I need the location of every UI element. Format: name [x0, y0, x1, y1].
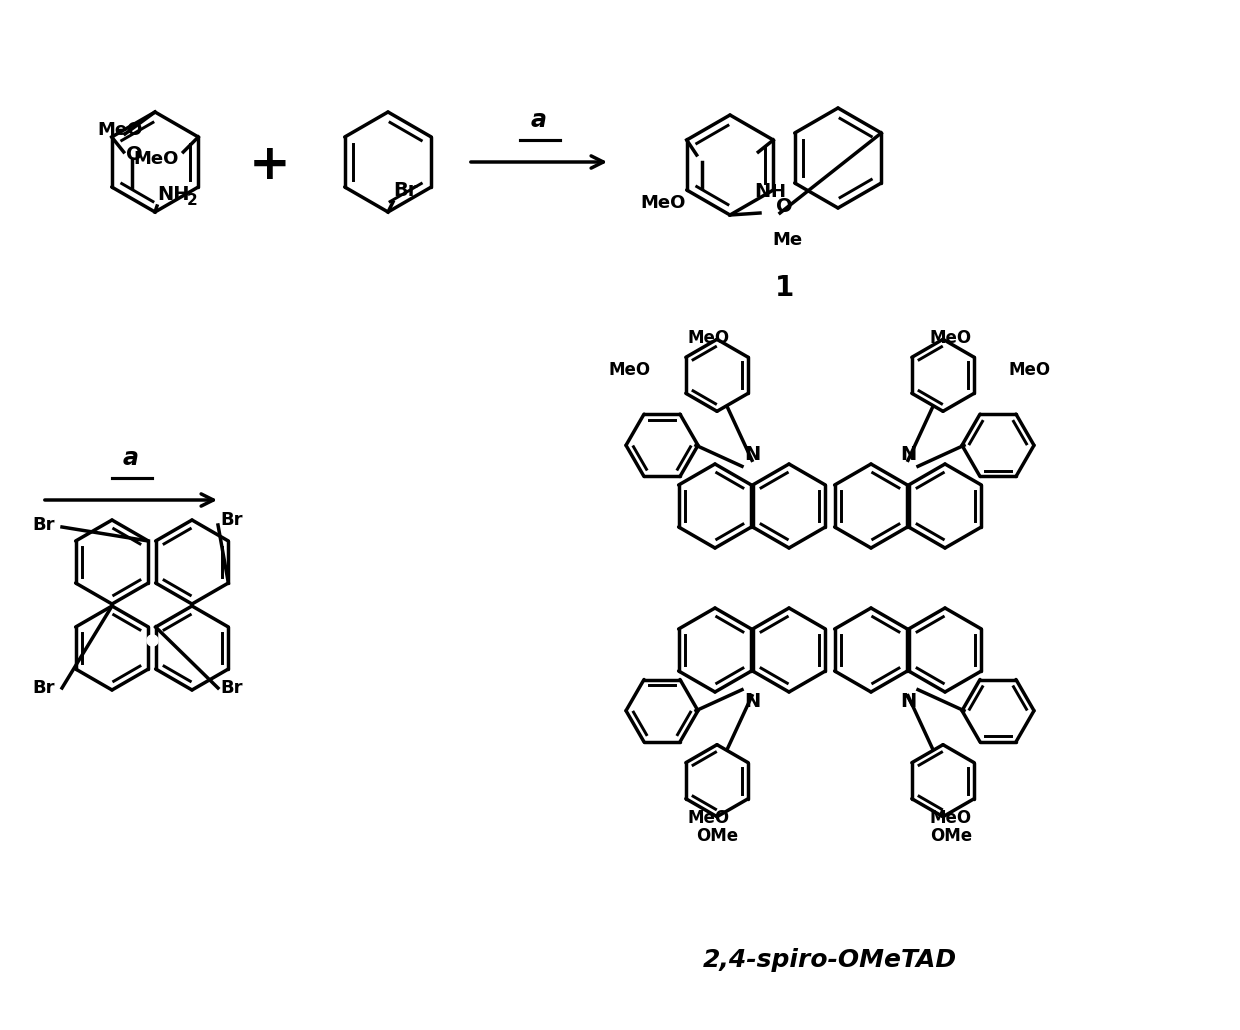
Text: MeO: MeO — [609, 362, 651, 379]
Text: OMe: OMe — [930, 827, 972, 845]
Text: 2: 2 — [187, 193, 197, 208]
Text: N: N — [900, 692, 916, 711]
Text: 1: 1 — [775, 274, 795, 302]
Text: 2,4-spiro-OMeTAD: 2,4-spiro-OMeTAD — [703, 948, 957, 972]
Text: +: + — [249, 141, 291, 188]
Text: Me: Me — [773, 231, 802, 249]
Text: MeO: MeO — [1009, 362, 1052, 379]
Text: O: O — [776, 198, 792, 216]
Text: N: N — [754, 182, 770, 201]
Text: Br: Br — [219, 679, 243, 697]
Text: N: N — [900, 445, 916, 465]
Text: NH: NH — [157, 185, 190, 204]
Text: Br: Br — [32, 679, 55, 697]
Text: MeO: MeO — [688, 330, 730, 347]
Text: MeO: MeO — [930, 809, 972, 827]
Text: MeO: MeO — [640, 194, 686, 212]
Text: MeO: MeO — [97, 121, 143, 139]
Text: OMe: OMe — [696, 827, 738, 845]
Text: O: O — [125, 145, 143, 165]
Text: MeO: MeO — [930, 330, 972, 347]
Text: a: a — [123, 446, 139, 470]
Text: H: H — [770, 183, 785, 201]
Text: Br: Br — [32, 516, 55, 534]
Text: MeO: MeO — [134, 150, 179, 168]
Text: a: a — [531, 108, 547, 132]
Text: Br: Br — [219, 511, 243, 529]
Text: N: N — [744, 692, 760, 711]
Text: N: N — [744, 445, 760, 465]
Text: Br: Br — [393, 181, 418, 200]
Text: MeO: MeO — [688, 809, 730, 827]
